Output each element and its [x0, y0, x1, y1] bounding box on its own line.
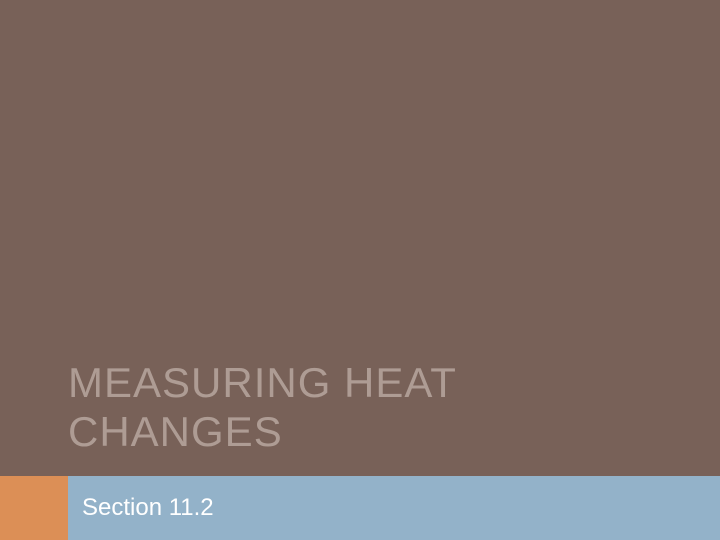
subtitle-bar: Section 11.2	[68, 476, 720, 540]
slide-subtitle: Section 11.2	[82, 494, 214, 522]
slide-title: MEASURING HEAT CHANGES	[68, 359, 652, 456]
slide-container: MEASURING HEAT CHANGES Section 11.2	[0, 0, 720, 540]
accent-block	[0, 476, 68, 540]
main-area: MEASURING HEAT CHANGES	[0, 0, 720, 476]
bottom-bar: Section 11.2	[0, 476, 720, 540]
